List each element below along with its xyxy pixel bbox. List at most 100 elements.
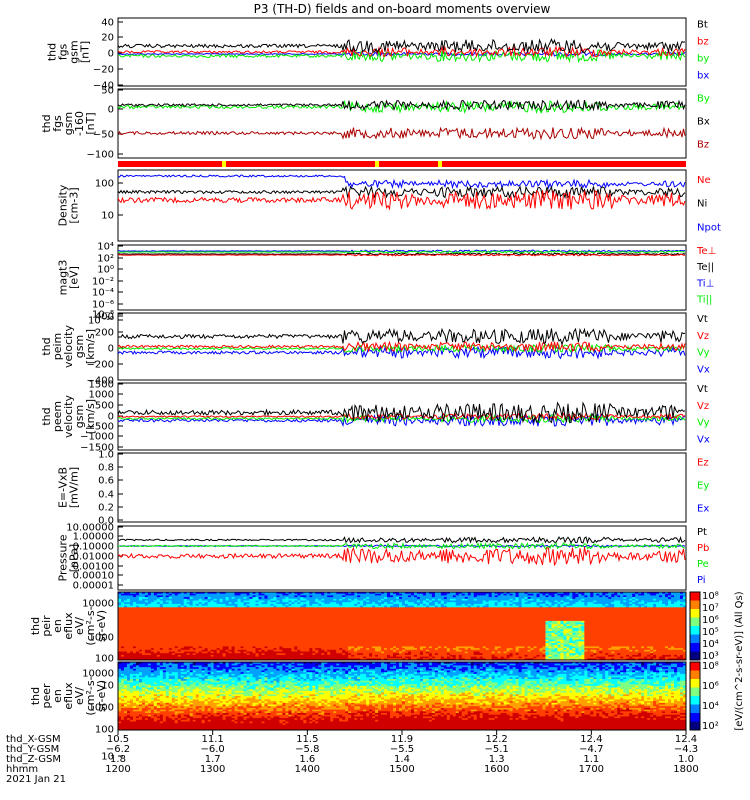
heatmap-cell [153,649,158,652]
heatmap-cell [171,644,176,647]
heatmap-cell [387,639,391,642]
heatmap-cell [276,624,280,627]
heatmap-cell [455,654,460,657]
heatmap-cell [273,607,277,610]
heatmap-cell [300,646,304,649]
heatmap-cell [363,610,367,613]
heatmap-cell [198,619,203,622]
heatmap-cell [440,631,445,634]
heatmap-cell [234,598,238,601]
heatmap-cell [372,612,376,615]
heatmap-cell [461,631,466,634]
heatmap-cell [351,631,355,634]
heatmap-cell [165,597,170,600]
heatmap-cell [276,658,280,661]
heatmap-cell [327,607,331,610]
heatmap-cell [264,648,268,651]
heatmap-cell [219,598,224,601]
heatmap-cell [404,593,409,596]
heatmap-cell [297,636,301,639]
heatmap-cell [369,648,373,651]
heatmap-cell [162,607,167,610]
heatmap-cell [213,651,218,654]
heatmap-cell [327,653,331,656]
ylabel-line: thd [46,43,59,61]
heatmap-cell [213,603,218,606]
heatmap-cell [443,600,448,603]
heatmap-cell [231,603,235,606]
panel-4: 10⁴10²10⁰10⁻²10⁻⁴10⁻⁶10⁻⁸10⁻¹⁰magt3[eV]T… [57,242,717,327]
heatmap-cell [387,646,391,649]
heatmap-cell [177,615,182,618]
heatmap-cell [345,600,349,603]
heatmap-cell [419,643,424,646]
heatmap-cell [219,600,224,603]
heatmap-cell [189,634,194,637]
heatmap-cell [120,632,125,635]
heatmap-cell [407,646,412,649]
heatmap-cell [162,658,167,661]
heatmap-cell [399,651,403,654]
heatmap-cell [407,631,412,634]
heatmap-cell [470,641,475,644]
heatmap-cell [443,605,448,608]
heatmap-cell [422,614,427,617]
legend-Vy: Vy [697,418,710,429]
heatmap-cell [300,629,304,632]
heatmap-cell [282,592,286,595]
heatmap-cell [138,592,143,595]
heatmap-cell [375,598,379,601]
heatmap-cell [336,614,340,617]
heatmap-cell [180,598,185,601]
heatmap-cell [246,615,250,618]
heatmap-cell [132,602,137,605]
heatmap-cell [237,639,241,642]
heatmap-cell [464,617,469,620]
heatmap-cell [396,593,400,596]
heatmap-cell [228,624,232,627]
heatmap-cell [315,624,319,627]
heatmap-cell [393,641,397,644]
heatmap-cell [416,643,421,646]
heatmap-cell [219,620,224,623]
heatmap-cell [243,615,247,618]
heatmap-cell [467,614,472,617]
heatmap-cell [237,643,241,646]
heatmap-cell [416,649,421,652]
heatmap-cell [467,617,472,620]
heatmap-cell [204,632,209,635]
heatmap-cell [309,643,313,646]
heatmap-cell [440,632,445,635]
heatmap-cell [297,646,301,649]
heatmap-cell [467,643,472,646]
heatmap-cell [372,598,376,601]
heatmap-cell [428,639,433,642]
heatmap-cell [381,656,385,659]
heatmap-cell [407,592,412,595]
heatmap-cell [366,603,370,606]
heatmap-cell [446,593,451,596]
heatmap-cell [150,615,155,618]
heatmap-cell [162,656,167,659]
heatmap-cell [219,641,224,644]
heatmap-cell [333,602,337,605]
heatmap-cell [461,615,466,618]
heatmap-cell [216,632,221,635]
heatmap-cell [276,634,280,637]
heatmap-cell [327,636,331,639]
heatmap-cell [120,643,125,646]
heatmap-cell [207,619,212,622]
heatmap-cell [416,632,421,635]
heatmap-cell [261,637,265,640]
ytick-label: 0.00010 [73,571,114,582]
heatmap-cell [222,651,227,654]
heatmap-cell [428,603,433,606]
heatmap-cell [252,641,256,644]
heatmap-cell [186,641,191,644]
heatmap-cell [399,656,403,659]
heatmap-cell [180,637,185,640]
heatmap-cell [225,595,230,598]
heatmap-cell [138,656,143,659]
heatmap-cell [422,597,427,600]
heatmap-cell [324,643,328,646]
